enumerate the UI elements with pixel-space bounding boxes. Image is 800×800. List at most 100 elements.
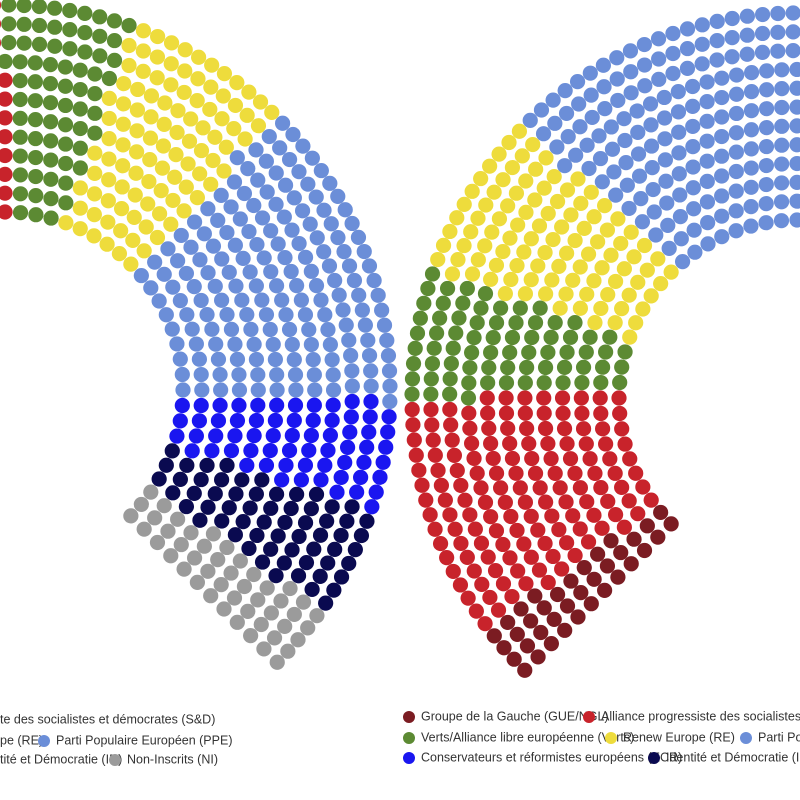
seat-right [536,180,552,196]
seat-right [770,5,786,22]
seat-left [115,96,132,112]
seat-right [495,576,512,592]
seat-right [623,85,639,101]
seat-left [248,351,265,368]
seat-right [685,159,701,175]
seat-right [665,45,681,62]
seat-left [189,93,205,109]
seat-left [135,63,151,79]
seat-right [616,261,632,277]
seat-left [360,332,376,348]
seat-right [700,236,716,252]
seat-right [578,344,594,360]
seat-right [411,462,427,478]
seat-right [609,50,625,66]
seat-right [758,176,774,193]
seat-right [477,285,494,302]
seat-left [274,472,290,488]
seat-right [537,359,554,376]
seat-left [186,550,203,566]
seat-right [650,31,667,47]
seat-left [301,442,317,459]
seat-left [337,454,353,471]
seat-left [227,428,243,444]
seat-right [642,96,659,112]
seat-left [361,258,378,274]
seat-left [229,351,246,367]
seat-left [92,28,108,44]
seat-left [216,66,233,82]
seat-left [178,179,194,195]
seat-right [653,504,669,521]
seat-right [443,417,459,433]
seat-left [27,74,43,90]
seat-right [449,210,465,226]
seat-right [459,280,475,297]
seat-right [576,220,592,236]
seat-left [157,95,173,111]
legend-swatch [403,752,415,764]
seat-left [246,428,262,444]
seat-right [442,386,458,402]
seat-right [532,480,548,496]
seat-left [12,129,28,145]
seat-left [267,412,283,429]
seat-right [544,508,560,524]
seat-right [512,300,528,316]
seat-right [709,33,725,49]
seat-right [459,549,475,565]
seat-right [596,79,612,95]
seat-right [483,509,499,525]
seat-right [579,286,595,302]
seat-left [256,250,272,266]
seat-right [600,493,616,509]
seat-left [295,138,311,154]
seat-right [432,310,448,326]
seat-left [284,542,300,558]
seat-right [483,435,499,452]
seat-right [617,344,633,360]
seat-left [16,16,32,32]
seat-left [111,246,128,262]
seat-left [236,578,253,595]
seat-right [554,219,570,235]
seat-right [685,98,701,114]
seat-left [12,186,29,202]
seat-right [597,198,613,214]
seat-right [488,257,505,273]
seat-left [214,111,230,127]
seat-right [449,462,465,479]
seat-right [724,49,740,65]
seat-left [136,243,152,259]
seat-left [312,527,329,543]
seat-left [229,614,245,630]
seat-left [308,277,325,294]
seat-left [101,131,117,147]
seat-right [621,200,637,217]
seat-left [196,226,212,242]
seat-left [87,145,103,161]
seat-right [612,405,628,422]
seat-right [517,662,533,678]
seat-right [467,521,483,537]
seat-left [226,121,242,137]
seat-right [728,163,744,180]
seat-left [0,91,13,107]
seat-right [523,613,539,629]
seat-right [573,390,589,406]
seat-left [258,153,274,169]
seat-left [174,366,190,383]
seat-left [297,307,314,323]
seat-right [636,36,652,53]
seat-left [219,539,235,556]
seat-right [744,65,760,81]
seat-left [228,278,244,294]
seat-left [381,363,398,379]
seat-right [686,222,702,238]
seat-right [582,65,598,81]
seat-left [283,500,299,517]
seat-left [141,173,157,190]
seat-right [495,243,511,260]
seat-right [758,215,774,231]
seat-left [183,239,199,255]
